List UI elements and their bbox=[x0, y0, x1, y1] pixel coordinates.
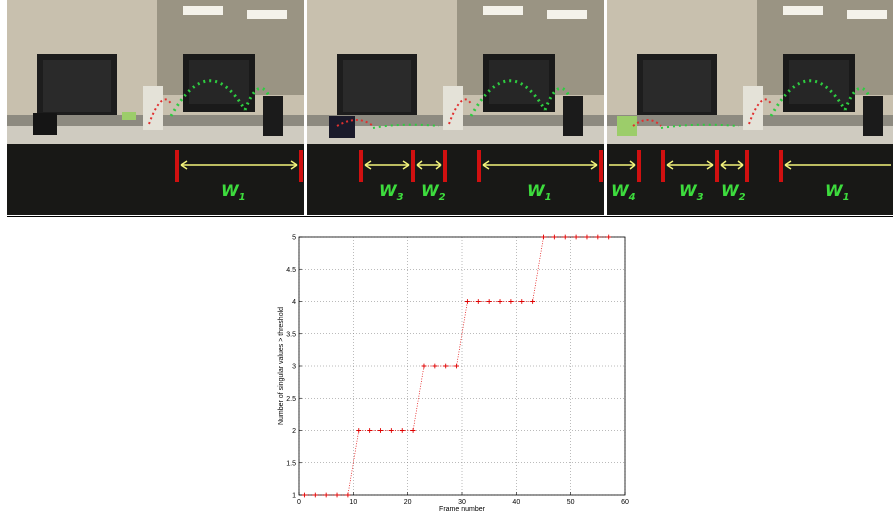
window-boundary-marker bbox=[477, 150, 481, 182]
data-point-marker bbox=[606, 234, 612, 240]
window-label-w2: W bbox=[421, 181, 440, 200]
window-boundary-marker bbox=[359, 150, 363, 182]
svg-text:W1: W1 bbox=[221, 181, 246, 203]
window-label-w2: W bbox=[721, 181, 740, 200]
data-point-marker bbox=[595, 234, 601, 240]
data-point-marker bbox=[334, 492, 340, 498]
window-boundary-marker bbox=[599, 150, 603, 182]
data-point-marker bbox=[323, 492, 329, 498]
x-tick-label: 20 bbox=[404, 499, 412, 506]
y-tick-label: 2 bbox=[292, 428, 296, 435]
y-axis-label: Number of singular values > threshold bbox=[278, 307, 285, 425]
window-label-w3: W bbox=[679, 181, 698, 200]
window-label-w1: W bbox=[527, 181, 546, 200]
data-point-marker bbox=[399, 428, 405, 433]
window-boundary-marker bbox=[745, 150, 749, 182]
svg-text:W4: W4 bbox=[611, 181, 636, 203]
window-boundary-marker bbox=[299, 150, 303, 182]
svg-text:W2: W2 bbox=[421, 181, 446, 203]
data-point-marker bbox=[465, 299, 470, 304]
singular-values-chart: 0 10 20 30 40 50 60 1 1.5 2 2.5 3 3.5 4 4.5 5 Frame num… bbox=[270, 226, 640, 518]
data-point-marker bbox=[573, 234, 579, 240]
x-tick-label: 40 bbox=[512, 499, 520, 506]
y-tick-label: 3.5 bbox=[286, 331, 296, 338]
svg-text:W2: W2 bbox=[721, 181, 746, 203]
window-boundary-marker bbox=[779, 150, 783, 182]
data-point-marker bbox=[497, 299, 503, 304]
data-point-marker bbox=[551, 234, 557, 240]
figure-divider bbox=[7, 216, 893, 217]
y-tick-label: 3 bbox=[292, 364, 296, 371]
data-point-marker bbox=[345, 492, 351, 498]
data-point-marker bbox=[486, 299, 492, 304]
window-label-w1: W bbox=[825, 181, 844, 200]
data-point-marker bbox=[421, 363, 427, 369]
data-point-marker bbox=[367, 428, 373, 433]
data-point-marker bbox=[432, 363, 438, 369]
x-tick-label: 30 bbox=[458, 499, 466, 506]
x-tick-label: 60 bbox=[621, 499, 629, 506]
x-tick-label: 50 bbox=[567, 499, 575, 506]
svg-text:W3: W3 bbox=[379, 181, 404, 203]
chart-canvas: 0 10 20 30 40 50 60 1 1.5 2 2.5 3 3.5 4 4.5 5 Frame num… bbox=[278, 234, 629, 514]
chart-grid bbox=[298, 236, 626, 496]
window-boundary-marker bbox=[443, 150, 447, 182]
data-point-marker bbox=[530, 299, 536, 304]
data-point-marker bbox=[541, 234, 546, 240]
data-point-marker bbox=[443, 363, 449, 369]
svg-text:W1: W1 bbox=[527, 181, 552, 203]
data-point-marker bbox=[312, 492, 318, 498]
data-point-marker bbox=[584, 234, 590, 240]
data-point-marker bbox=[302, 492, 307, 498]
x-tick-label: 0 bbox=[297, 499, 301, 506]
window-label-w1: W bbox=[221, 181, 240, 200]
x-tick-label: 10 bbox=[349, 499, 357, 506]
data-point-marker bbox=[454, 363, 459, 369]
data-point-marker bbox=[410, 428, 416, 433]
window-boundary-marker bbox=[411, 150, 415, 182]
data-point-marker bbox=[508, 299, 514, 304]
y-tick-label: 4.5 bbox=[286, 267, 296, 274]
window-boundary-marker bbox=[661, 150, 665, 182]
svg-text:W1: W1 bbox=[825, 181, 850, 203]
data-point-marker bbox=[388, 428, 394, 433]
window-boundary-marker bbox=[175, 150, 179, 182]
svg-text:W3: W3 bbox=[679, 181, 704, 203]
chart-series bbox=[302, 234, 612, 498]
y-tick-label: 1.5 bbox=[286, 460, 296, 467]
y-tick-label: 5 bbox=[292, 235, 296, 242]
y-tick-label: 4 bbox=[292, 299, 296, 306]
video-frame-3: W4 W3 W2 W1 bbox=[607, 0, 893, 215]
window-boundary-marker bbox=[637, 150, 641, 182]
window-boundary-marker bbox=[715, 150, 719, 182]
video-frame-1: W1 bbox=[7, 0, 304, 215]
data-point-marker bbox=[519, 299, 525, 304]
video-frame-2: W3 W2 W1 bbox=[307, 0, 604, 215]
y-tick-label: 2.5 bbox=[286, 396, 296, 403]
data-point-marker bbox=[475, 299, 481, 304]
window-label-w3: W bbox=[379, 181, 398, 200]
window-label-w4: W bbox=[611, 181, 630, 200]
data-point-marker bbox=[562, 234, 568, 240]
data-point-marker bbox=[356, 428, 362, 433]
y-tick-label: 1 bbox=[292, 493, 296, 500]
video-frame-strip: W1 bbox=[7, 0, 893, 215]
data-point-marker bbox=[378, 428, 383, 433]
axis-ticks: 0 10 20 30 40 50 60 1 1.5 2 2.5 3 3.5 4 4.5 5 bbox=[286, 235, 629, 507]
x-axis-label: Frame number bbox=[439, 506, 486, 513]
